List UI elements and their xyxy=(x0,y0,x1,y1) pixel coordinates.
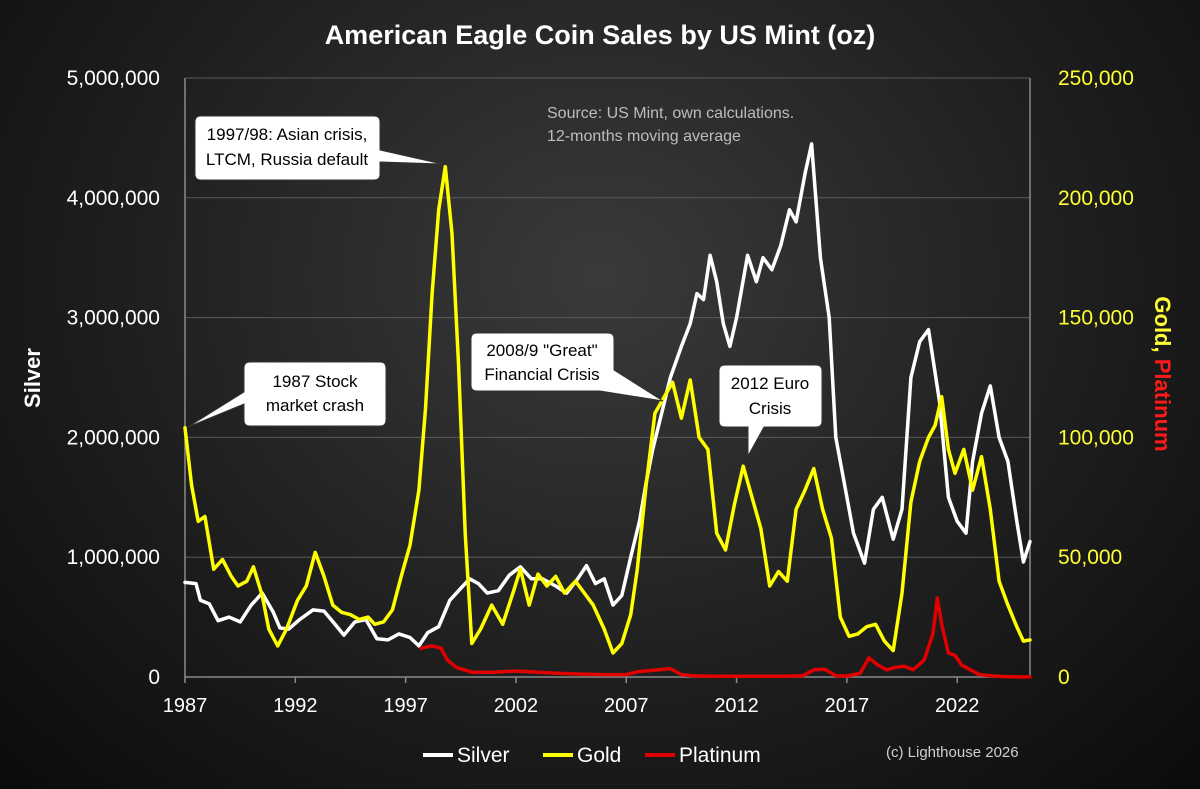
legend-label-platinum: Platinum xyxy=(679,744,761,767)
x-tick-label: 2002 xyxy=(494,695,539,717)
right-tick-label: 150,000 xyxy=(1058,307,1134,330)
series-line-gold xyxy=(183,164,1032,655)
x-tick-label: 1997 xyxy=(383,695,428,717)
callout-text-line: 1997/98: Asian crisis, xyxy=(207,125,368,144)
chart-title: American Eagle Coin Sales by US Mint (oz… xyxy=(325,20,876,50)
callout-text-line: 2012 Euro xyxy=(731,374,809,393)
annotation-2008-financial-crisis: 2008/9 "Great" Financial Crisis xyxy=(470,332,664,402)
left-axis-ticks: 0 1,000,000 2,000,000 3,000,000 4,000,000 5,0… xyxy=(67,67,160,689)
annotations: 1987 Stock market crash 1997/98: Asian c… xyxy=(187,115,823,457)
annotation-2012-euro-crisis: 2012 Euro Crisis xyxy=(718,364,823,457)
left-tick-label: 4,000,000 xyxy=(67,187,160,210)
right-axis-label-platinum: Platinum xyxy=(1150,359,1175,452)
callout-box xyxy=(187,361,387,428)
x-tick-label: 2012 xyxy=(714,695,759,717)
x-tick-label: 1987 xyxy=(163,695,208,717)
right-tick-label: 250,000 xyxy=(1058,67,1134,90)
right-tick-label: 100,000 xyxy=(1058,426,1134,449)
x-tick-label: 2022 xyxy=(935,695,980,717)
left-tick-label: 3,000,000 xyxy=(67,307,160,330)
right-tick-label: 200,000 xyxy=(1058,187,1134,210)
series-lines xyxy=(183,142,1032,679)
left-tick-label: 5,000,000 xyxy=(67,67,160,90)
left-tick-label: 0 xyxy=(148,666,160,689)
legend-label-gold: Gold xyxy=(577,744,621,767)
left-tick-label: 2,000,000 xyxy=(67,426,160,449)
x-tick-label: 2007 xyxy=(604,695,649,717)
annotation-1997-asian-crisis: 1997/98: Asian crisis, LTCM, Russia defa… xyxy=(194,115,443,181)
right-axis-ticks: 0 50,000 100,000 150,000 200,000 250,000 xyxy=(1058,67,1134,689)
right-axis-label-gold: Gold, xyxy=(1150,296,1175,358)
right-axis-label: Gold, Platinum xyxy=(1150,296,1175,451)
axis-lines xyxy=(184,78,1031,678)
left-axis-label: Silver xyxy=(20,348,45,408)
callout-text-line: LTCM, Russia default xyxy=(206,150,368,169)
callout-text-line: Crisis xyxy=(749,399,792,418)
x-tick-label: 1992 xyxy=(273,695,318,717)
callout-box xyxy=(718,364,823,457)
callout-text-line: 1987 Stock xyxy=(272,372,358,391)
gridlines xyxy=(185,77,1030,558)
callout-box xyxy=(470,332,664,402)
source-note-line-2: 12-months moving average xyxy=(547,128,741,145)
callout-text-line: market crash xyxy=(266,396,364,415)
right-tick-label: 50,000 xyxy=(1058,546,1122,569)
left-tick-label: 1,000,000 xyxy=(67,546,160,569)
legend-label-silver: Silver xyxy=(457,744,510,767)
x-tick-label: 2017 xyxy=(825,695,870,717)
callout-box xyxy=(194,115,443,181)
series-line-platinum xyxy=(419,596,1032,679)
source-note-line-1: Source: US Mint, own calculations. xyxy=(547,105,794,122)
legend: Silver Gold Platinum xyxy=(423,744,761,767)
right-tick-label: 0 xyxy=(1058,666,1070,689)
callout-text-line: Financial Crisis xyxy=(484,365,599,384)
annotation-1987-crash: 1987 Stock market crash xyxy=(187,361,387,428)
x-axis-ticks: 1987 1992 1997 2002 2007 2012 2017 2022 xyxy=(163,677,980,717)
copyright-credit: (c) Lighthouse 2026 xyxy=(886,744,1019,761)
callout-text-line: 2008/9 "Great" xyxy=(486,341,597,360)
